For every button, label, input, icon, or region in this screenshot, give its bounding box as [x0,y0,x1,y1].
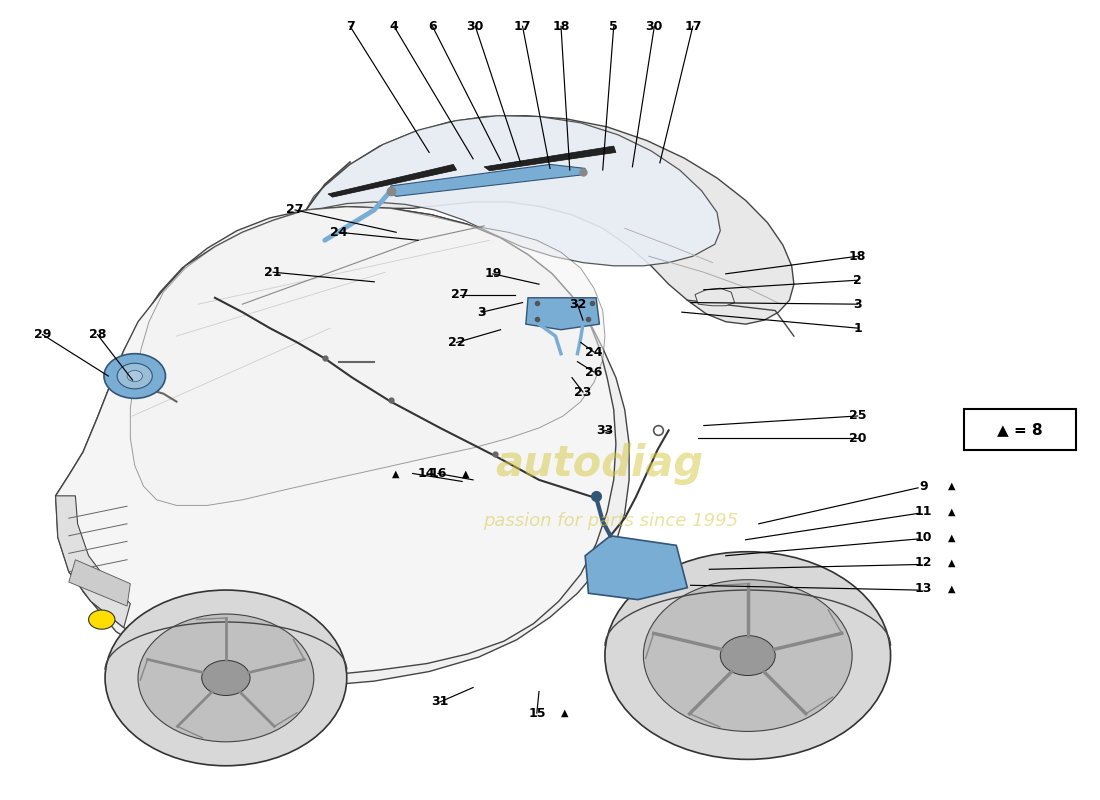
Text: ▲: ▲ [392,469,399,478]
Circle shape [605,552,891,759]
Text: 2: 2 [854,274,862,286]
Text: 23: 23 [574,386,592,398]
Polygon shape [585,536,688,600]
Text: autodiag: autodiag [495,443,704,485]
Text: 18: 18 [849,250,867,262]
Polygon shape [695,288,735,306]
Text: 3: 3 [854,298,862,310]
Polygon shape [56,206,616,675]
Text: 24: 24 [330,226,348,238]
Circle shape [138,614,314,742]
Text: 21: 21 [264,266,282,278]
Text: 14: 14 [417,467,434,480]
Text: 3: 3 [477,306,486,318]
Text: ▲ = 8: ▲ = 8 [998,422,1043,437]
Text: 32: 32 [569,298,586,310]
Text: ▲: ▲ [948,532,955,542]
Polygon shape [306,116,720,266]
Text: 33: 33 [596,424,614,437]
Text: ▲: ▲ [561,708,569,718]
Text: 16: 16 [429,467,447,480]
Text: 11: 11 [915,506,933,518]
Circle shape [126,370,142,382]
Circle shape [89,610,114,630]
Text: 31: 31 [431,695,449,708]
Text: 20: 20 [849,432,867,445]
Text: 29: 29 [34,328,51,341]
Text: 30: 30 [646,20,663,33]
Text: 15: 15 [528,706,546,719]
Text: 24: 24 [585,346,603,358]
Polygon shape [56,496,130,628]
Text: 4: 4 [389,20,398,33]
Text: 10: 10 [915,531,933,544]
Text: ▲: ▲ [948,583,955,594]
Text: ▲: ▲ [948,558,955,568]
Text: 26: 26 [585,366,603,378]
Text: 1: 1 [854,322,862,334]
Circle shape [117,363,152,389]
FancyBboxPatch shape [965,409,1076,450]
Text: 5: 5 [609,20,618,33]
Text: 12: 12 [915,557,933,570]
Text: 18: 18 [552,20,570,33]
Circle shape [106,590,346,766]
Polygon shape [306,116,794,324]
Text: 22: 22 [448,336,465,349]
Circle shape [644,580,852,731]
Text: ▲: ▲ [462,469,470,478]
Text: 30: 30 [466,20,484,33]
Text: 17: 17 [684,20,702,33]
Polygon shape [130,206,605,506]
Text: 13: 13 [915,582,932,595]
Text: ▲: ▲ [948,507,955,517]
Text: ▲: ▲ [948,482,955,491]
Text: 19: 19 [484,267,502,280]
Text: 25: 25 [849,410,867,422]
Text: 7: 7 [345,20,354,33]
Text: 9: 9 [920,480,927,493]
Text: 17: 17 [514,20,531,33]
Text: 27: 27 [286,203,304,217]
Polygon shape [69,560,130,606]
Text: passion for parts since 1995: passion for parts since 1995 [483,512,738,530]
Circle shape [201,660,250,695]
Circle shape [720,635,775,675]
Circle shape [104,354,165,398]
Text: 27: 27 [451,288,469,301]
Polygon shape [56,206,629,686]
Polygon shape [390,165,585,196]
Polygon shape [526,298,600,330]
Text: 28: 28 [89,328,106,341]
Text: 6: 6 [428,20,437,33]
Polygon shape [328,165,456,197]
Polygon shape [484,146,616,170]
